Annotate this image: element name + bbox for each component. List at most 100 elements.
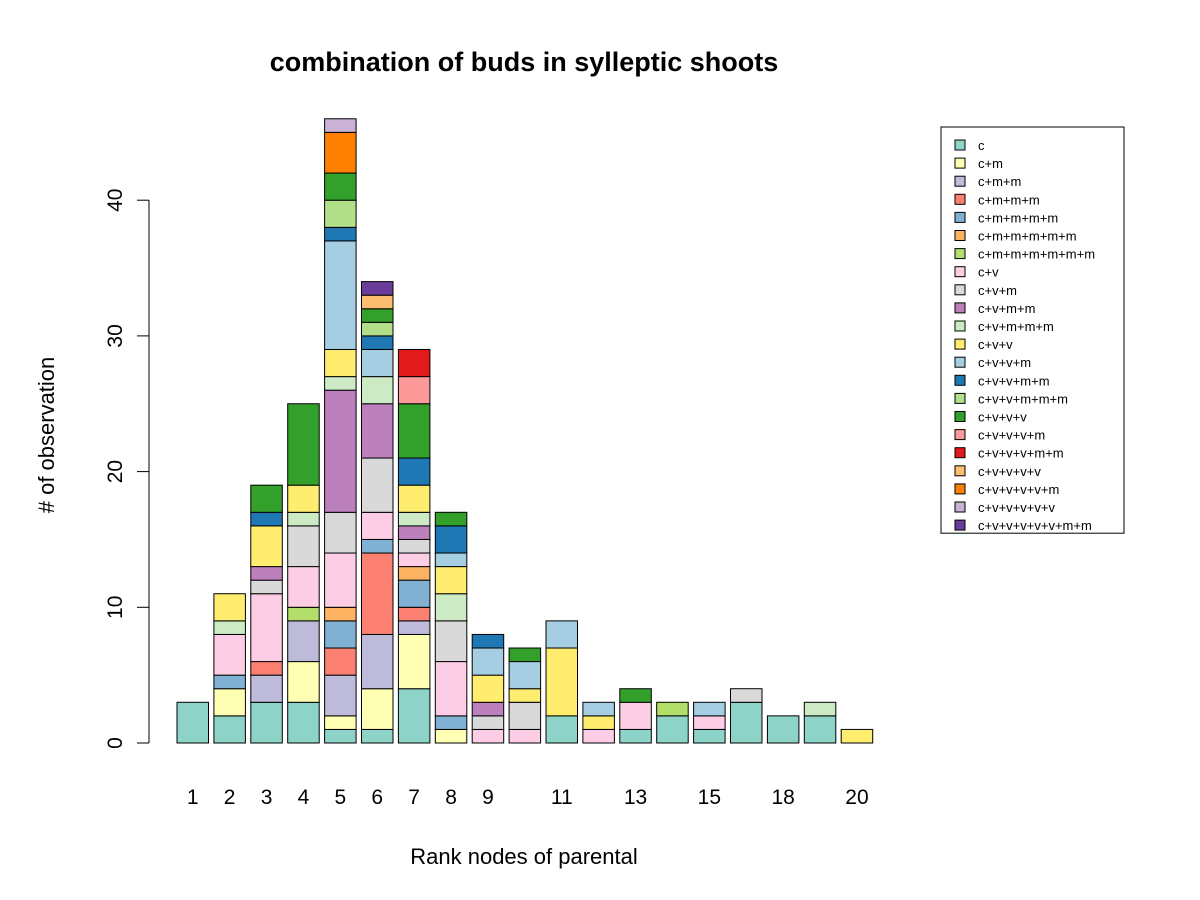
legend-label: c+v — [978, 265, 999, 280]
x-tick-label: 13 — [624, 786, 647, 809]
legend-swatch — [954, 284, 966, 296]
bar-segment — [471, 728, 505, 744]
bar-segment — [287, 511, 320, 527]
bar-segment — [324, 389, 357, 513]
bar-segment — [287, 701, 320, 744]
bar-segment — [213, 620, 246, 635]
bar-segment — [361, 348, 394, 378]
legend-label: c+m+m — [978, 174, 1021, 189]
legend-swatch — [954, 338, 966, 350]
bar-segment — [545, 620, 578, 649]
bar-segment — [287, 525, 320, 568]
bar-segment — [213, 688, 246, 717]
bar-segment — [397, 538, 431, 554]
bar-segment — [397, 511, 431, 527]
legend-swatch — [954, 320, 966, 332]
legend-label: c+v+m+m+m — [978, 319, 1054, 334]
legend-swatch — [954, 175, 966, 187]
bar-segment — [397, 403, 431, 459]
bar-segment — [324, 172, 357, 201]
bar-segment — [250, 525, 283, 568]
bar-segment — [434, 511, 468, 527]
bar-segment — [324, 376, 357, 391]
bar-segment — [250, 511, 283, 527]
bar-segment — [213, 674, 246, 690]
legend-swatch — [954, 157, 966, 169]
legend: c c+m c+m+m c+m+m+m c+m+m+m+m c+m+m+m+m+m c+m+… — [940, 126, 1125, 534]
legend-swatch — [954, 374, 966, 386]
bar-segment — [361, 633, 394, 690]
legend-swatch — [954, 501, 966, 513]
bar-segment — [250, 661, 283, 676]
legend-swatch — [954, 392, 966, 404]
y-tick-label: 40 — [104, 189, 127, 212]
legend-swatch — [954, 411, 966, 422]
bar-segment — [250, 701, 283, 744]
legend-label: c+v+m — [978, 283, 1017, 298]
bar-segment — [361, 728, 394, 744]
x-tick-label: 8 — [445, 786, 457, 809]
bar-segment — [508, 647, 542, 663]
bar-segment — [361, 321, 394, 337]
x-tick-label: 1 — [187, 786, 199, 809]
bar-segment — [582, 728, 615, 744]
x-tick-label: 2 — [224, 786, 236, 809]
bar-segment — [471, 674, 505, 703]
bar-segment — [324, 240, 357, 350]
bar-segment — [656, 701, 689, 717]
bar-segment — [397, 552, 431, 568]
bar-segment — [213, 715, 246, 744]
bar-segment — [619, 701, 652, 730]
bar-segment — [324, 620, 357, 649]
bar-segment — [361, 457, 394, 513]
bar-segment — [361, 538, 394, 554]
x-tick-label: 7 — [408, 786, 420, 809]
bar-segment — [250, 674, 283, 703]
legend-swatch — [954, 266, 966, 278]
chart-title: combination of buds in sylleptic shoots — [270, 47, 779, 77]
legend-swatch — [954, 519, 966, 531]
bar-segment — [250, 484, 283, 513]
legend-swatch — [954, 483, 966, 495]
bar-segment — [840, 728, 874, 744]
bar-segment — [434, 593, 468, 622]
bar-segment — [361, 335, 394, 350]
bar-segment — [361, 511, 394, 540]
bar-segment — [287, 620, 320, 663]
legend-label: c+v+v — [978, 337, 1013, 352]
bar-segment — [434, 566, 468, 595]
bar-segment — [730, 701, 763, 744]
legend-swatch — [954, 356, 966, 368]
bar-segment — [582, 715, 615, 730]
legend-label: c+v+v+v — [978, 410, 1027, 425]
x-tick-label: 15 — [698, 786, 721, 809]
bar-segment — [434, 715, 468, 730]
legend-label: c+m — [978, 156, 1003, 171]
x-tick-label: 6 — [371, 786, 383, 809]
bar-segment — [176, 701, 209, 744]
x-tick-label: 18 — [771, 786, 794, 809]
x-tick-label: 20 — [845, 786, 868, 809]
bar-segment — [361, 688, 394, 730]
bar-segment — [361, 552, 394, 635]
bar-segment — [545, 647, 578, 717]
y-tick-label: 0 — [104, 737, 127, 749]
legend-label: c+v+v+v+v+m — [978, 482, 1059, 497]
bar-segment — [324, 674, 357, 717]
legend-label: c+v+m+m — [978, 301, 1035, 316]
y-tick-label: 30 — [104, 324, 127, 347]
legend-swatch — [954, 465, 966, 477]
x-tick-label: 11 — [551, 786, 573, 809]
bars-group — [176, 118, 874, 744]
bar-segment — [471, 701, 505, 717]
legend-label: c+v+v+v+v+v — [978, 500, 1055, 515]
legend-box — [940, 126, 1125, 534]
legend-label: c+v+v+m+m+m — [978, 391, 1068, 406]
bar-segment — [213, 593, 246, 622]
bar-segment — [397, 688, 431, 744]
x-tick-label: 4 — [298, 786, 310, 809]
bar-segment — [656, 715, 689, 744]
bar-segment — [471, 647, 505, 676]
bar-segment — [730, 688, 763, 703]
